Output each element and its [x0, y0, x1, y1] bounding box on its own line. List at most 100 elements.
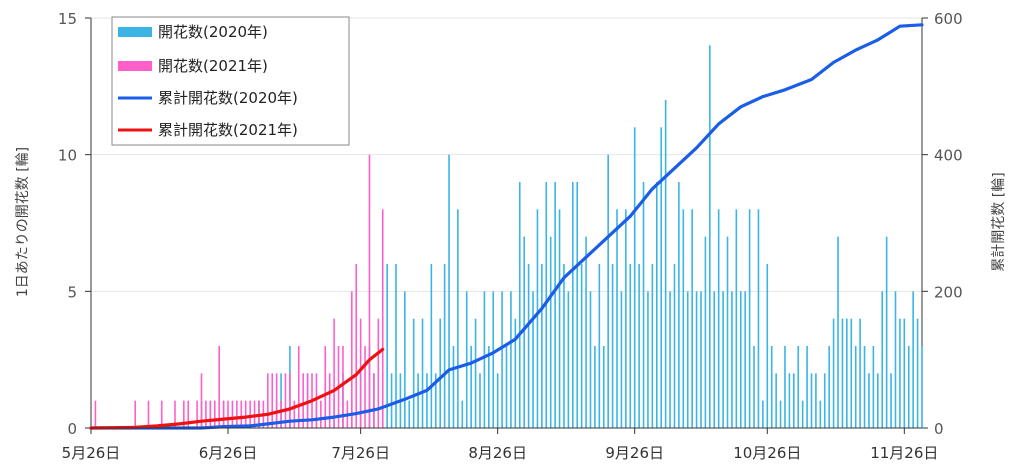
bar-2021 [236, 400, 238, 428]
bar-2021 [280, 400, 282, 428]
bar-2020 [479, 373, 481, 428]
bar-2020 [793, 373, 795, 428]
bar-2021 [196, 400, 198, 428]
bar-2020 [722, 291, 724, 428]
bar-2020 [465, 291, 468, 428]
bar-2020 [695, 291, 698, 428]
bar-2020 [567, 291, 570, 428]
bar-2021 [160, 400, 163, 428]
bar-2021 [147, 400, 150, 428]
bar-2020 [713, 291, 716, 428]
bar-2020 [709, 45, 711, 428]
bar-2020 [474, 318, 477, 428]
x-tick-label: 9月26日 [605, 444, 664, 462]
bar-2020 [404, 291, 406, 428]
bar-2020 [753, 346, 755, 428]
bar-2020 [885, 236, 888, 428]
left-axis: 0 5 10 15 [58, 10, 922, 438]
bar-2020 [434, 373, 437, 428]
bar-2021 [271, 373, 274, 428]
bar-2020 [823, 373, 826, 428]
bar-2021 [333, 318, 335, 428]
bar-2021 [94, 400, 97, 428]
bar-2020 [660, 127, 663, 428]
bar-2020 [501, 291, 503, 428]
bar-2020 [488, 346, 490, 428]
bar-2020 [863, 346, 866, 428]
bar-2020 [589, 291, 592, 428]
bar-2021 [324, 346, 327, 428]
y-right-tick-label: 400 [934, 147, 963, 165]
bar-2021 [320, 400, 322, 428]
bar-2020 [841, 318, 844, 428]
bar-2020 [757, 209, 760, 428]
x-tick-label: 7月26日 [331, 444, 390, 462]
bar-2020 [784, 346, 786, 428]
bar-2020 [775, 373, 777, 428]
right-axis: 0 200 400 600 [921, 10, 963, 438]
y-right-tick-label: 200 [934, 283, 963, 301]
bar-2020 [523, 236, 525, 428]
bar-2020 [854, 346, 857, 428]
y-left-tick-label: 0 [67, 420, 77, 438]
bar-2020 [563, 264, 565, 428]
bar-2020 [682, 209, 685, 428]
bar-2021 [134, 400, 137, 428]
bar-2020 [625, 209, 627, 428]
bar-2021 [200, 373, 203, 428]
bar-2020 [620, 291, 623, 428]
bar-2021 [231, 400, 234, 428]
bar-2020 [554, 182, 556, 428]
bar-2020 [532, 291, 534, 428]
x-tick-label: 5月26日 [62, 444, 121, 462]
bar-2020 [779, 400, 782, 428]
bar-2020 [903, 318, 906, 428]
bar-2020 [673, 264, 676, 428]
legend-label-cum-2021: 累計開花数(2021年) [158, 121, 298, 139]
bar-2020 [439, 318, 441, 428]
bar-2020 [585, 236, 587, 428]
bar-2020 [576, 182, 579, 428]
bar-2020 [483, 291, 486, 428]
bar-2021 [364, 346, 366, 428]
bar-2020 [664, 100, 667, 428]
bar-2021 [222, 400, 225, 428]
bar-2020 [907, 346, 910, 428]
bar-2021 [297, 346, 300, 428]
bar-2020 [655, 182, 658, 428]
bar-2020 [872, 346, 875, 428]
bar-2020 [598, 264, 601, 428]
x-tick-label: 8月26日 [468, 444, 527, 462]
bar-2020 [828, 346, 830, 428]
bar-2020 [527, 264, 530, 428]
bar-2021 [218, 346, 220, 428]
legend-label-cum-2020: 累計開花数(2020年) [158, 89, 298, 107]
bar-2020 [492, 291, 495, 428]
bar-2020 [558, 209, 561, 428]
bar-2020 [731, 291, 733, 428]
bar-2020 [850, 318, 853, 428]
bar-2021 [187, 400, 190, 428]
bar-2020 [607, 154, 609, 428]
bar-2020 [837, 236, 839, 428]
bar-2020 [717, 209, 720, 428]
bar-2020 [815, 373, 817, 428]
bar-2021 [174, 400, 176, 428]
bar-2020 [536, 209, 539, 428]
bar-2021 [381, 209, 384, 428]
bar-2021 [289, 373, 291, 428]
x-tick-label: 11月26日 [870, 444, 938, 462]
bar-2020 [832, 318, 835, 428]
legend-swatch-bars-2020 [118, 27, 152, 37]
bar-2020 [457, 209, 459, 428]
bar-2020 [766, 264, 769, 428]
bar-2020 [390, 373, 393, 428]
bar-2020 [647, 291, 649, 428]
bar-2020 [669, 291, 671, 428]
bar-2020 [678, 182, 680, 428]
bar-2020 [611, 264, 614, 428]
bar-2020 [430, 264, 433, 428]
bar-2020 [496, 373, 499, 428]
bar-2020 [594, 346, 596, 428]
